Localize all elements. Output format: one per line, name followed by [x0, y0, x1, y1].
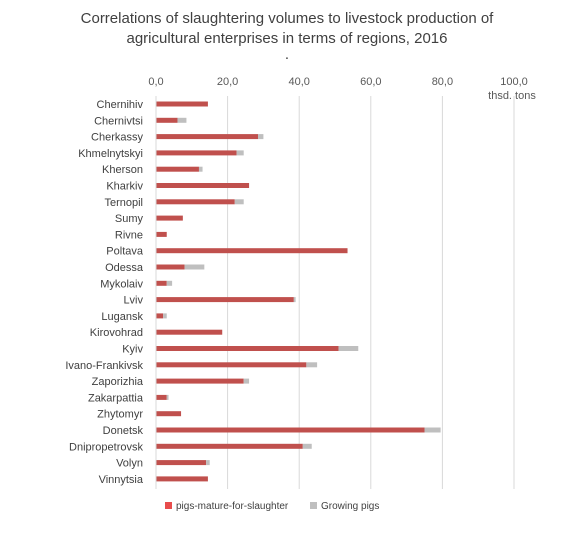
bar-growing-zaporizhia — [243, 378, 250, 384]
x-tick-label-0: 0,0 — [148, 76, 163, 88]
bar-growing-lugansk — [163, 313, 167, 319]
bar-mature-volyn — [156, 460, 207, 466]
bar-growing-donetsk — [424, 427, 441, 433]
category-label-mykolaiv: Mykolaiv — [100, 278, 143, 290]
bar-mature-kirovohrad — [156, 329, 223, 335]
x-tick-label-5: 100,0 — [500, 76, 528, 88]
category-label-rivne: Rivne — [115, 229, 143, 241]
category-label-khmelnytskyi: Khmelnytskyi — [78, 148, 143, 160]
bar-mature-cherkassy — [156, 134, 259, 140]
x-tick-label-1: 20,0 — [217, 76, 238, 88]
bar-mature-kharkiv — [156, 183, 250, 188]
category-label-zhytomyr: Zhytomyr — [97, 409, 143, 421]
x-tick-label-3: 60,0 — [360, 76, 381, 88]
bar-mature-ternopil — [156, 199, 235, 205]
category-label-zaporizhia: Zaporizhia — [92, 376, 144, 388]
chart-title-line-3: . — [284, 46, 290, 63]
bar-growing-cherkassy — [258, 134, 264, 140]
category-label-donetsk: Donetsk — [103, 425, 144, 437]
category-label-zakarpattia: Zakarpattia — [88, 392, 144, 404]
bar-mature-chernivtsi — [156, 117, 178, 123]
bar-mature-ivano-frankivsk — [156, 362, 307, 368]
legend-label-mature: pigs-mature-for-slaughter — [176, 501, 289, 512]
category-label-lviv: Lviv — [123, 295, 143, 307]
bar-mature-zakarpattia — [156, 394, 167, 400]
category-label-vinnytsia: Vinnytsia — [99, 474, 144, 486]
bar-mature-lviv — [156, 297, 294, 303]
bar-growing-zakarpattia — [166, 394, 169, 400]
category-label-poltava: Poltava — [106, 246, 144, 258]
category-label-lugansk: Lugansk — [101, 311, 143, 323]
x-tick-label-4: 80,0 — [432, 76, 453, 88]
bar-growing-ternopil — [234, 199, 244, 205]
unit-label: thsd. tons — [488, 90, 536, 102]
bar-mature-poltava — [156, 248, 348, 254]
bar-growing-khmelnytskyi — [236, 150, 244, 156]
legend-label-growing: Growing pigs — [321, 501, 379, 512]
bar-mature-dnipropetrovsk — [156, 443, 303, 449]
category-label-ternopil: Ternopil — [104, 197, 143, 209]
bar-mature-chernihiv — [156, 101, 208, 107]
category-label-sumy: Sumy — [115, 213, 144, 225]
category-label-dnipropetrovsk: Dnipropetrovsk — [69, 441, 143, 453]
legend-swatch-growing — [310, 502, 317, 509]
bar-mature-khmelnytskyi — [156, 150, 237, 156]
bar-growing-lviv — [293, 297, 296, 303]
bar-mature-rivne — [156, 231, 167, 237]
category-label-chernihiv: Chernihiv — [97, 99, 144, 111]
x-tick-label-2: 40,0 — [288, 76, 309, 88]
bar-mature-kyiv — [156, 346, 339, 351]
bar-mature-zhytomyr — [156, 411, 182, 417]
category-label-odessa: Odessa — [105, 262, 144, 274]
bar-mature-kherson — [156, 166, 199, 172]
bar-mature-vinnytsia — [156, 476, 208, 482]
bar-mature-sumy — [156, 215, 183, 221]
bar-growing-mykolaiv — [166, 280, 173, 286]
category-label-kherson: Kherson — [102, 164, 143, 176]
category-label-chernivtsi: Chernivtsi — [94, 115, 143, 127]
bar-mature-odessa — [156, 264, 185, 270]
category-label-ivano-frankivsk: Ivano-Frankivsk — [65, 360, 143, 372]
category-label-kirovohrad: Kirovohrad — [90, 327, 143, 339]
legend-swatch-mature — [165, 502, 172, 509]
bar-growing-ivano-frankivsk — [306, 362, 318, 368]
bar-mature-donetsk — [156, 427, 425, 433]
category-label-kyiv: Kyiv — [122, 344, 143, 356]
bar-growing-kyiv — [338, 346, 359, 351]
bar-mature-zaporizhia — [156, 378, 244, 384]
bar-growing-odessa — [184, 264, 205, 270]
chart-title-line-1: Correlations of slaughtering volumes to … — [80, 10, 494, 27]
bar-growing-dnipropetrovsk — [302, 443, 312, 449]
bar-growing-chernivtsi — [177, 117, 187, 123]
category-label-cherkassy: Cherkassy — [91, 132, 143, 144]
bar-mature-mykolaiv — [156, 280, 167, 286]
chart-title-line-2: agricultural enterprises in terms of reg… — [126, 30, 448, 47]
bar-mature-lugansk — [156, 313, 164, 319]
bar-growing-kherson — [198, 166, 203, 172]
bar-growing-volyn — [206, 460, 210, 466]
category-label-kharkiv: Kharkiv — [106, 181, 143, 193]
category-label-volyn: Volyn — [116, 458, 143, 470]
